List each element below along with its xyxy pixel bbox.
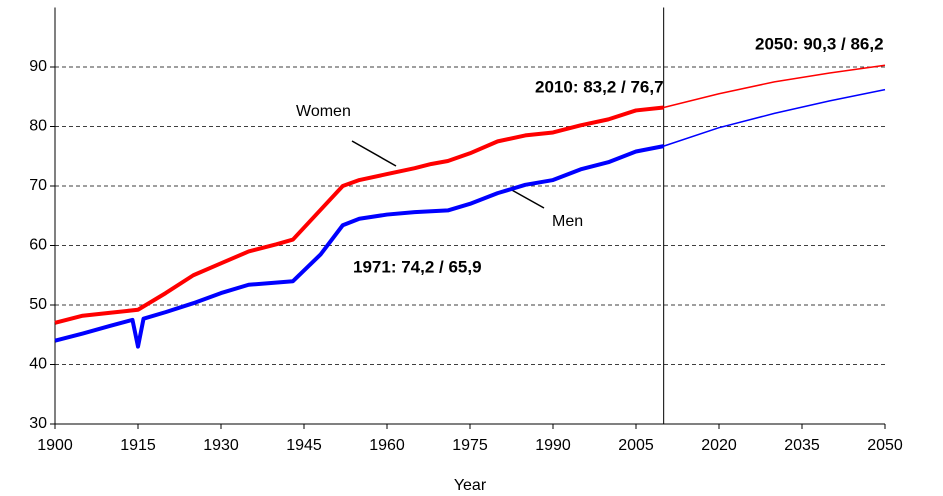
y-tick-label: 90	[29, 58, 47, 75]
x-tick-label: 1975	[452, 437, 488, 454]
y-tick-label: 30	[29, 415, 47, 432]
x-tick-label: 1990	[535, 437, 571, 454]
y-tick-label: 50	[29, 296, 47, 313]
leader-line	[509, 188, 545, 209]
annotation: 2010: 83,2 / 76,7	[535, 77, 664, 96]
x-tick-label: 2035	[784, 437, 820, 454]
x-tick-label: 2005	[618, 437, 654, 454]
x-tick-label: 1960	[369, 437, 405, 454]
annotation: 1971: 74,2 / 65,9	[353, 257, 482, 276]
x-tick-label: 1900	[37, 437, 73, 454]
y-tick-label: 60	[29, 237, 47, 254]
y-tick-label: 40	[29, 356, 47, 373]
projection-line	[663, 64, 886, 109]
x-tick-label: 1930	[203, 437, 239, 454]
projection-line	[663, 88, 886, 147]
series-label: Men	[552, 213, 583, 230]
leader-line	[351, 140, 397, 167]
annotation: 2050: 90,3 / 86,2	[755, 34, 884, 53]
x-tick-label: 1915	[120, 437, 156, 454]
y-tick-label: 80	[29, 118, 47, 135]
x-tick-label: 2050	[867, 437, 903, 454]
series-line	[54, 144, 665, 349]
series-label: Women	[296, 103, 351, 120]
y-tick-label: 70	[29, 177, 47, 194]
series-line	[54, 105, 664, 325]
x-tick-label: 2020	[701, 437, 737, 454]
x-axis-label: Year	[454, 477, 487, 494]
x-tick-label: 1945	[286, 437, 322, 454]
